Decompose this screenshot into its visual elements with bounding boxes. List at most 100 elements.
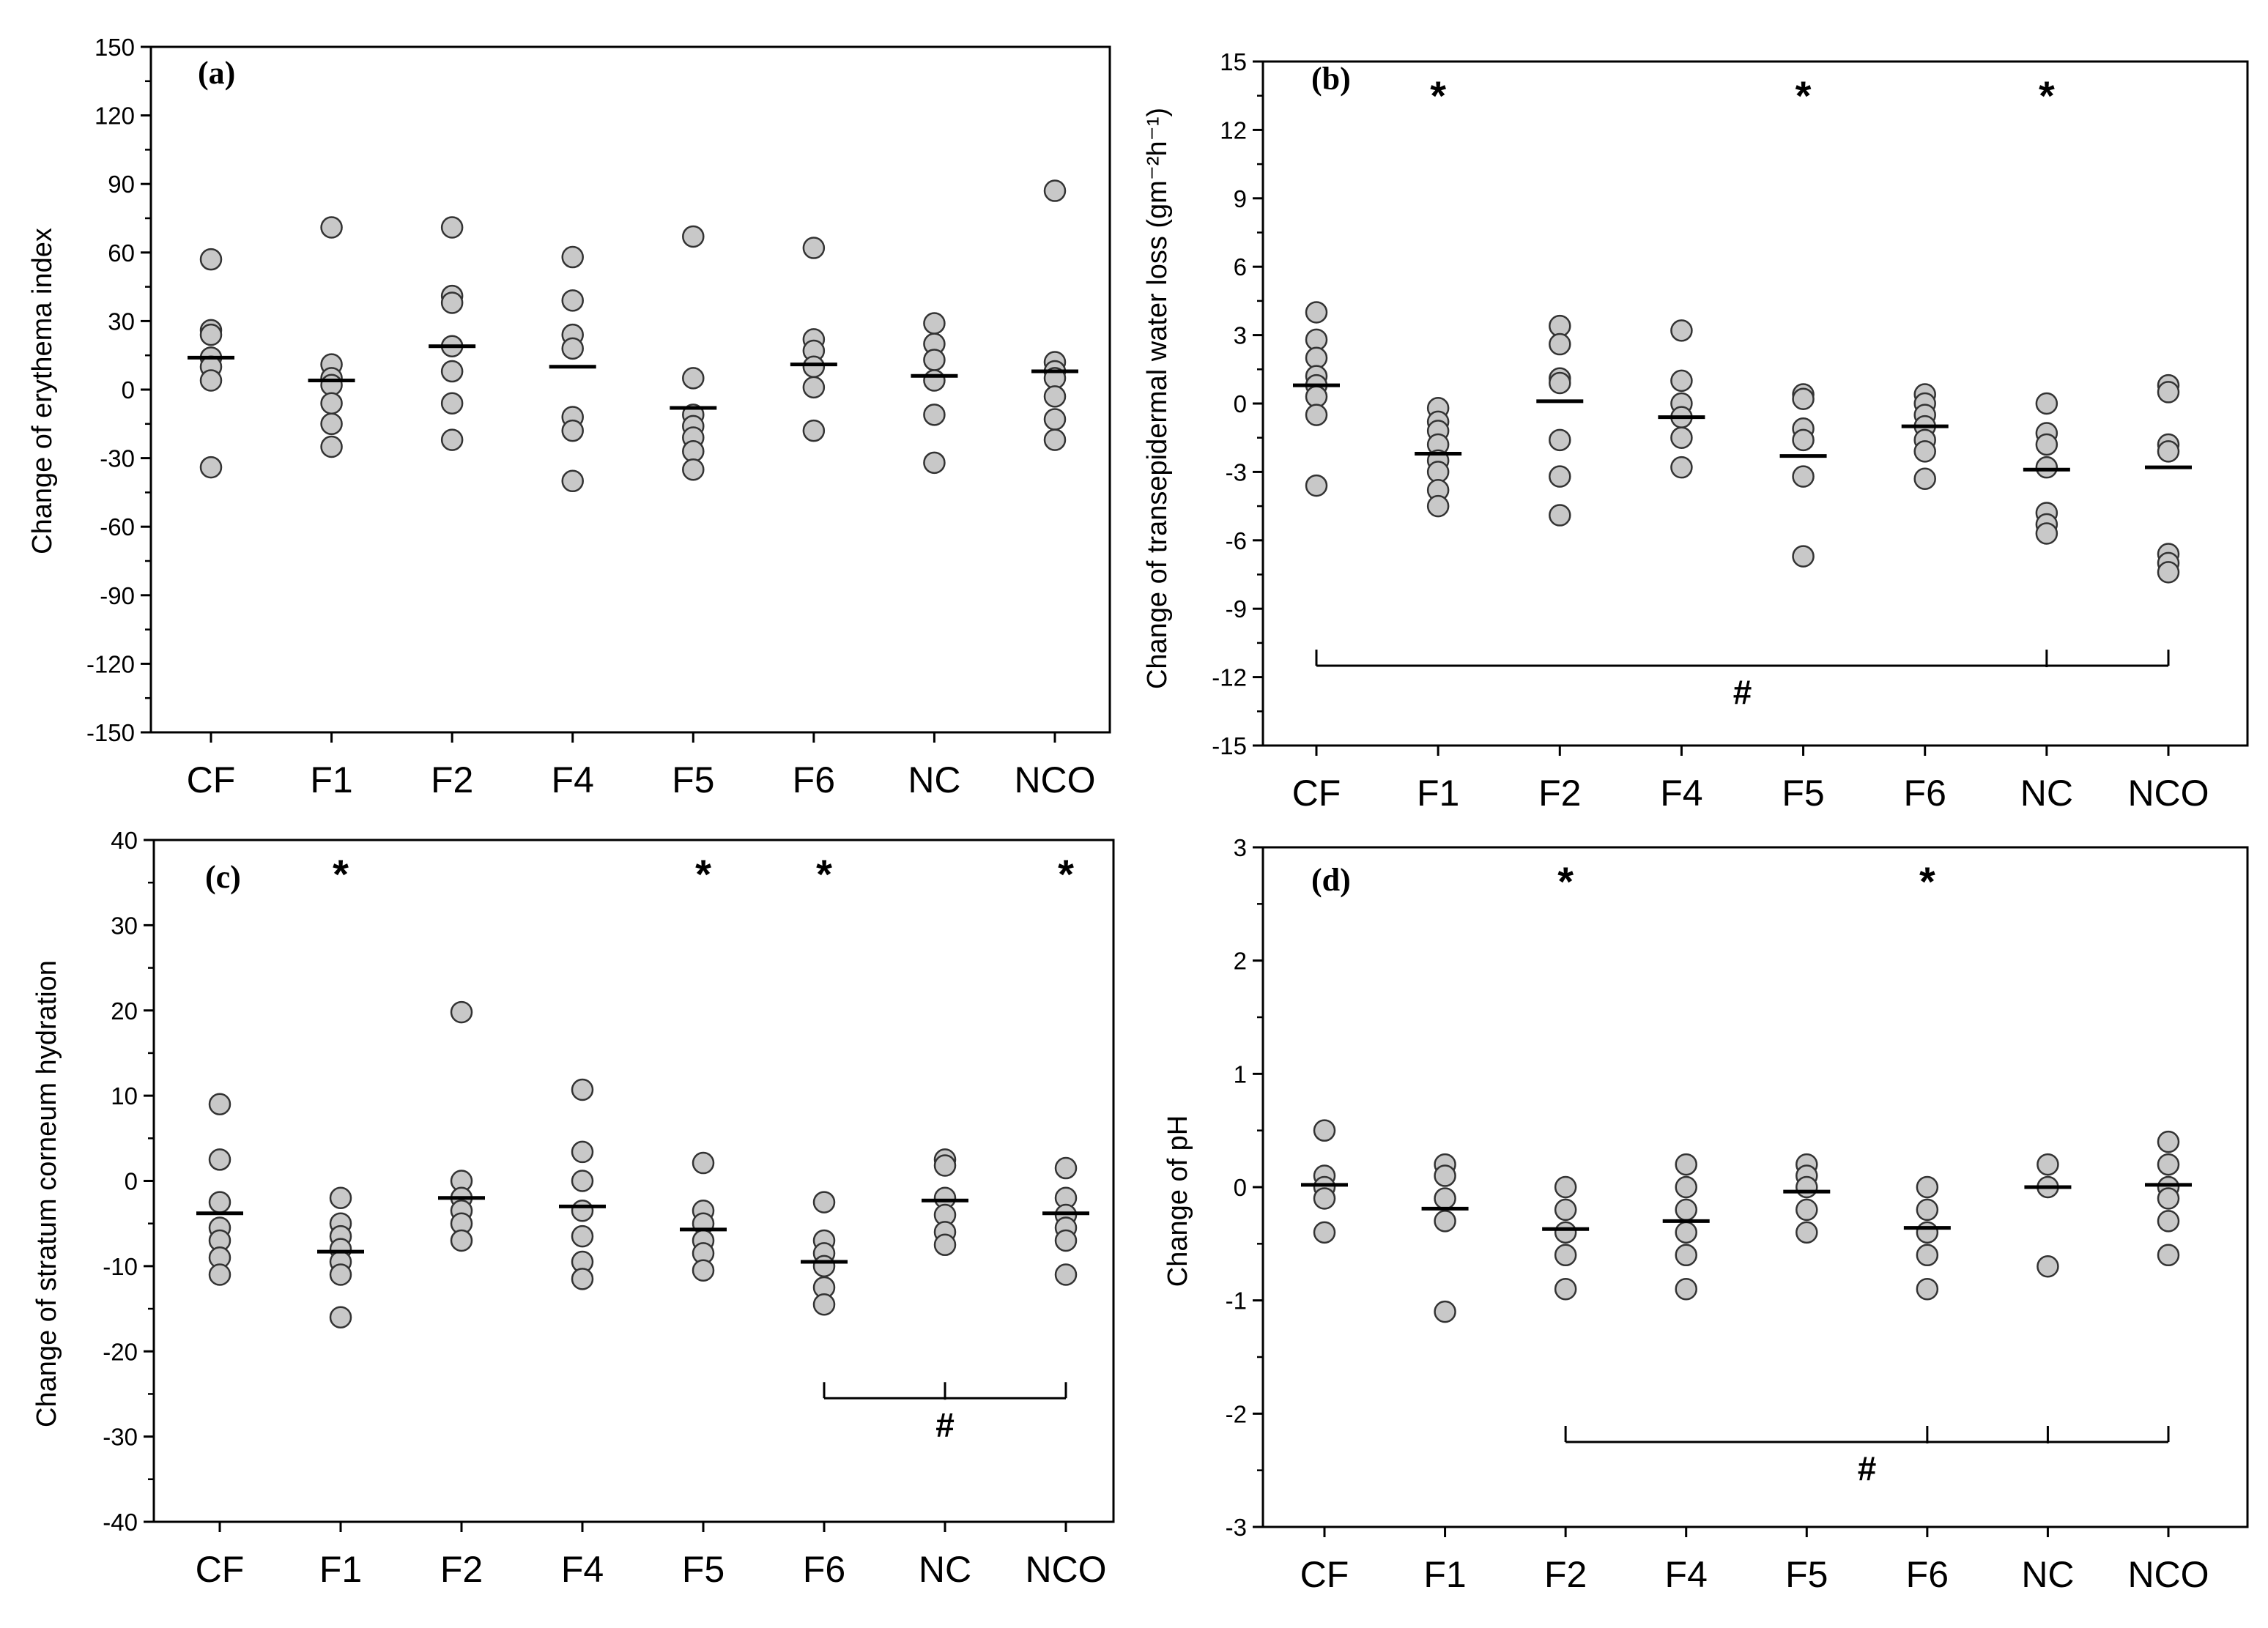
panel-a-plot: -150 -120 -90 -60 -30 0 30 60 90 120 150 CF F1 F2 F4 F5… (86, 34, 1111, 800)
data-point (1549, 465, 1571, 488)
significance-star: * (695, 851, 711, 897)
y-tick-label: 30 (108, 308, 135, 335)
data-point (1043, 428, 1067, 451)
data-point (1305, 474, 1328, 497)
data-point (199, 323, 223, 346)
data-point (2157, 1130, 2180, 1153)
data-point (1434, 1300, 1456, 1323)
data-point (1313, 1221, 1336, 1244)
significance-star: * (1058, 851, 1074, 897)
data-point (1792, 387, 1815, 411)
data-point (2157, 1187, 2180, 1210)
category-label-f4: F4 (552, 759, 594, 800)
category-label-f4: F4 (561, 1549, 604, 1590)
y-tick-label: -3 (1226, 458, 1247, 486)
y-tick-label: -120 (86, 650, 135, 677)
y-tick-label: -10 (103, 1253, 138, 1280)
data-point (802, 419, 826, 442)
category-label-f2: F2 (440, 1549, 483, 1590)
category-label-f4: F4 (1665, 1554, 1708, 1595)
data-point (440, 392, 464, 415)
data-point (1916, 1277, 1939, 1301)
data-point (1434, 1187, 1456, 1210)
data-point (208, 1148, 231, 1171)
data-point (933, 1233, 957, 1257)
data-point (571, 1268, 594, 1290)
y-tick-label: 0 (122, 376, 135, 404)
data-point (320, 435, 343, 458)
data-point (1313, 1119, 1336, 1142)
y-tick-label: 1 (1234, 1060, 1247, 1088)
category-label-f5: F5 (1782, 773, 1824, 814)
data-point (1554, 1244, 1577, 1267)
data-point (1549, 504, 1571, 527)
data-point (320, 216, 343, 239)
data-point (1796, 1175, 1818, 1199)
y-tick-label: 3 (1234, 322, 1247, 349)
data-point (208, 1093, 231, 1116)
data-point (1670, 319, 1693, 342)
panel-c-ylabel: Change of stratum corneum hydration (32, 960, 62, 1427)
y-tick-label: -9 (1226, 595, 1247, 622)
y-tick-label: -40 (103, 1509, 138, 1536)
data-point (1043, 408, 1067, 431)
data-point (440, 428, 464, 451)
y-tick-label: 0 (1234, 1174, 1247, 1201)
category-label-f2: F2 (1544, 1554, 1587, 1595)
data-point (2035, 522, 2058, 545)
data-point (682, 225, 705, 248)
panel-b-tewl: (b) Change of transepidermal water loss … (1142, 48, 2249, 814)
y-tick-label: 6 (1234, 253, 1247, 280)
y-tick-label: 3 (1234, 834, 1247, 861)
y-tick-label: -1 (1226, 1287, 1247, 1315)
panel-c-plot: -40 -30 -20 -10 0 10 20 30 40 CF F1 F2 F4 F5 F6 NC NCO * *… (103, 827, 1115, 1590)
category-label-nco: NCO (1014, 759, 1095, 800)
data-point (1675, 1244, 1697, 1267)
data-point (1675, 1221, 1697, 1244)
category-label-nc: NC (2021, 1554, 2074, 1595)
panel-d-ph: (d) Change of pH -3 -2 -1 0 1 2 3 CF F1 F2 F4 F5 F6 N… (1163, 834, 2249, 1595)
category-label-f1: F1 (310, 759, 352, 800)
category-label-f1: F1 (1423, 1554, 1466, 1595)
data-point (561, 337, 584, 360)
data-point (682, 367, 705, 390)
data-point (1054, 1263, 1078, 1286)
y-tick-label: -60 (100, 513, 135, 540)
category-label-cf: CF (196, 1549, 245, 1590)
bracket-label: # (1733, 673, 1752, 711)
data-point (571, 1078, 594, 1101)
data-point (2035, 433, 2058, 456)
panel-b-plot: -15 -12 -9 -6 -3 0 3 6 9 12 15 CF F1 F2 F4 F5 F6 NC NCO * * *… (1212, 48, 2249, 814)
data-point (571, 1140, 594, 1164)
panel-d-ylabel: Change of pH (1163, 1115, 1193, 1287)
data-point (1549, 428, 1571, 452)
data-point (923, 349, 946, 371)
data-point (1554, 1277, 1577, 1301)
category-label-nco: NCO (1025, 1549, 1106, 1590)
data-point (1554, 1175, 1577, 1199)
data-point (1554, 1198, 1577, 1222)
data-point (1913, 440, 1936, 463)
y-tick-label: 40 (111, 827, 138, 854)
data-point (1054, 1156, 1078, 1180)
category-label-f2: F2 (431, 759, 473, 800)
y-tick-label: 60 (108, 239, 135, 267)
data-point (440, 360, 464, 383)
significance-star: * (1919, 858, 1935, 904)
category-label-nco: NCO (2127, 773, 2209, 814)
category-label-cf: CF (1300, 1554, 1349, 1595)
category-label-nc: NC (919, 1549, 971, 1590)
data-point (199, 248, 223, 271)
data-point (1916, 1175, 1939, 1199)
data-point (682, 458, 705, 481)
data-point (450, 1229, 473, 1252)
category-label-nc: NC (2020, 773, 2073, 814)
data-point (923, 404, 946, 426)
data-point (802, 355, 826, 379)
category-label-cf: CF (187, 759, 236, 800)
data-point (2157, 1153, 2180, 1176)
data-point (2037, 1153, 2059, 1176)
data-point (1054, 1229, 1078, 1252)
significance-star: * (816, 851, 832, 897)
